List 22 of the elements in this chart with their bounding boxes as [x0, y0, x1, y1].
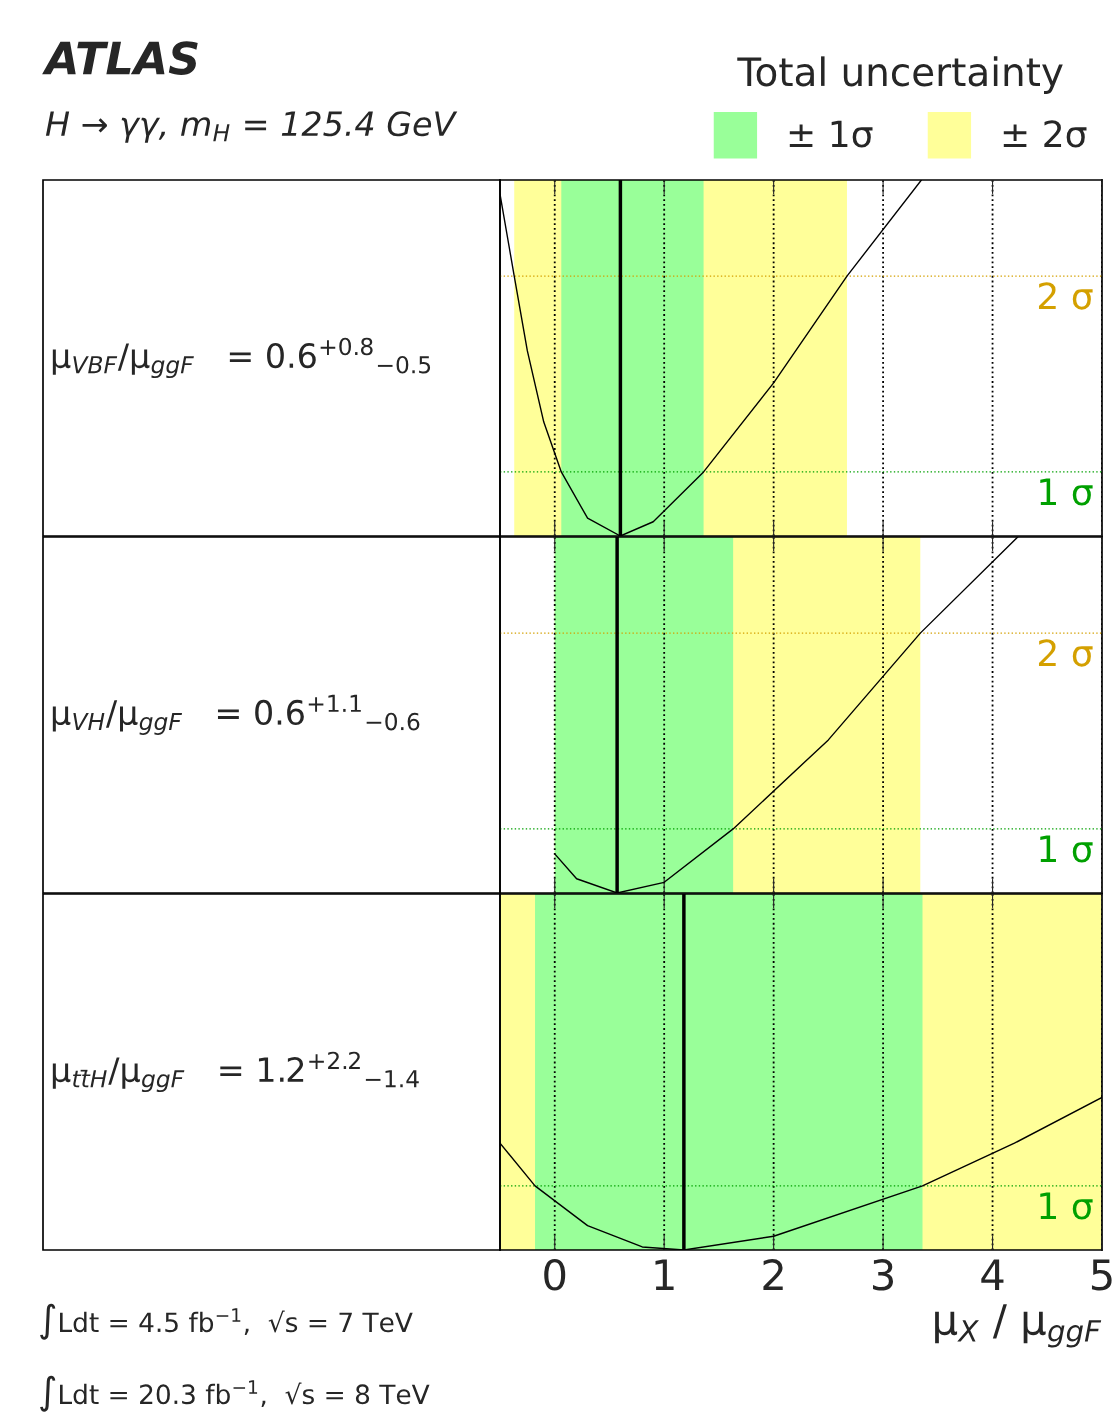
text: ATLAS [42, 41, 198, 75]
ref-line-label: 1 σ [1040, 835, 1093, 863]
ref-line-label: 1 σ [1040, 478, 1093, 506]
x-tick-label: 3 [873, 1259, 894, 1291]
x-tick-label: 1 [655, 1259, 674, 1290]
text: ∫Ldt = 20.3 fb$^{−1}$, √s = 8 TeV [40, 1375, 430, 1412]
text: μ$_{VH}$/μ$_{ggF}$ = 0.6$^{+1.1}$$_{−0.6}$ [52, 694, 420, 735]
x-tick-label: 2 [763, 1259, 783, 1290]
x-tick-label: 4 [981, 1259, 1004, 1290]
legend-title: Total uncertainty [737, 56, 1063, 94]
legend-label: ± 1σ [789, 120, 873, 148]
x-tick-label: 0 [544, 1259, 566, 1291]
legend-label: ± 2σ [1003, 120, 1087, 148]
text: ∫Ldt = 4.5 fb$^{−1}$, √s = 7 TeV [40, 1303, 413, 1340]
ref-line-label: 2 σ [1038, 639, 1093, 667]
chart-subtitle: H → γγ, m$_{H}$ = 125.4 GeV [45, 111, 458, 143]
text: μ$_{VBF}$/μ$_{ggF}$ = 0.6$^{+0.8}$$_{−0.5}$ [52, 337, 431, 379]
ref-line-label: 1 σ [1040, 1192, 1093, 1220]
x-axis-title: μ$_{X}$ / μ$_{ggF}$ [935, 1304, 1102, 1348]
ref-line-label: 2 σ [1038, 282, 1093, 310]
x-tick-label: 5 [1091, 1259, 1112, 1291]
text: μ$_{tt̄H}$/μ$_{ggF}$ = 1.2$^{+2.2}$$_{−1.4}$ [52, 1051, 419, 1093]
